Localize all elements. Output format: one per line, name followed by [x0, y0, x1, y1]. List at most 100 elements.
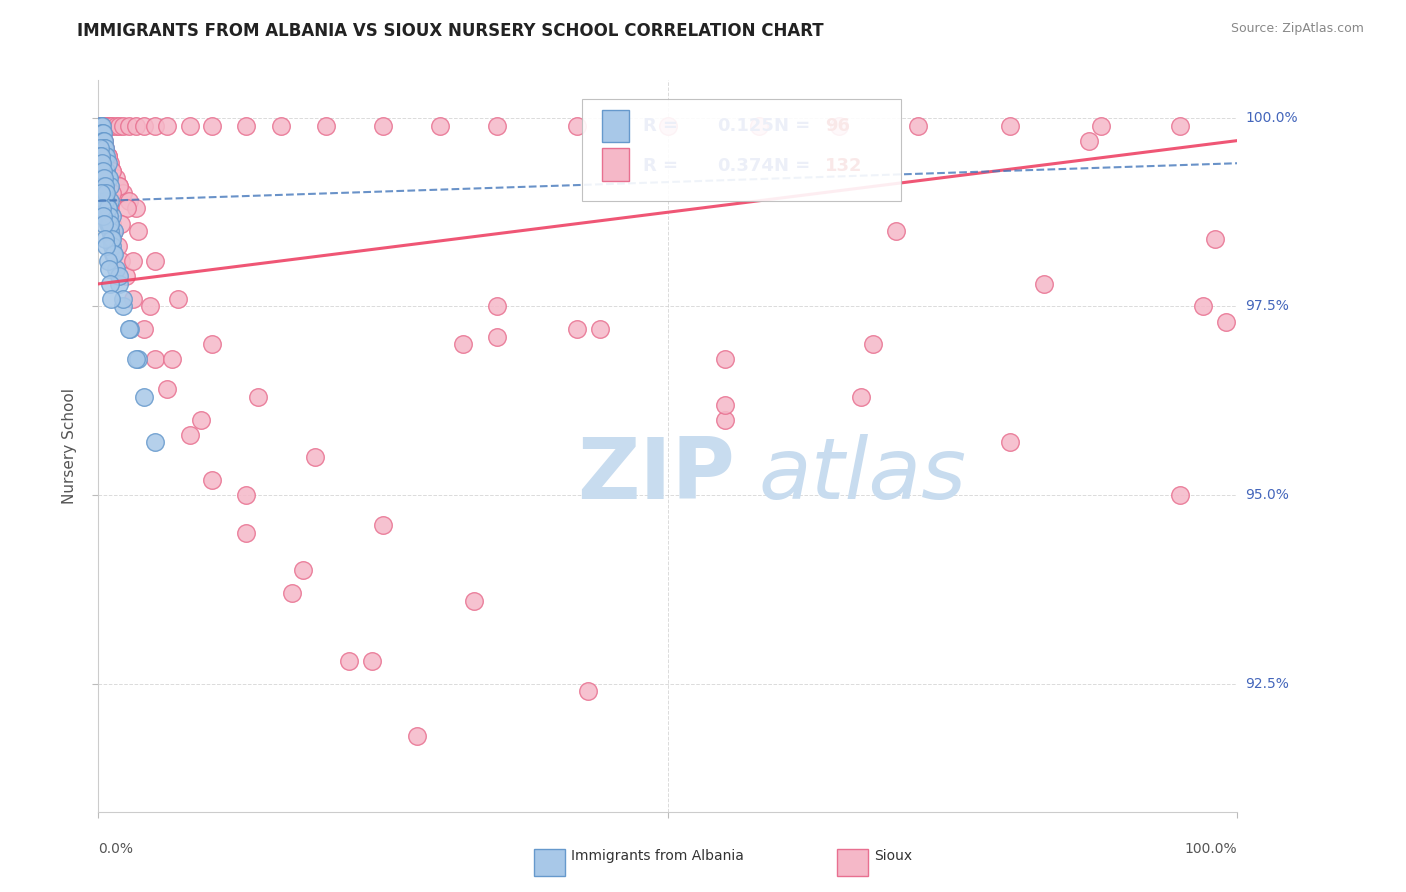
- Text: 92.5%: 92.5%: [1246, 676, 1289, 690]
- Point: [90, 171, 112, 186]
- Point: [107, 239, 129, 253]
- Point: [120, 322, 142, 336]
- Point: [486, 329, 509, 343]
- Point: [108, 178, 131, 193]
- Point: [96, 163, 118, 178]
- Point: [156, 383, 179, 397]
- Point: [98, 194, 121, 208]
- FancyBboxPatch shape: [582, 99, 901, 201]
- Point: [96, 202, 118, 216]
- Point: [565, 119, 588, 133]
- Point: [90, 149, 112, 163]
- Text: R =: R =: [643, 118, 685, 136]
- Point: [98, 217, 121, 231]
- Point: [103, 224, 125, 238]
- Point: [714, 352, 737, 367]
- Point: [90, 119, 112, 133]
- Point: [93, 119, 115, 133]
- Point: [89, 126, 111, 140]
- Point: [576, 684, 599, 698]
- Point: [748, 119, 770, 133]
- Point: [97, 217, 120, 231]
- Point: [162, 352, 184, 367]
- Point: [1090, 119, 1112, 133]
- Point: [246, 390, 269, 404]
- Point: [93, 149, 115, 163]
- Point: [114, 269, 136, 284]
- Point: [90, 134, 112, 148]
- Point: [281, 586, 304, 600]
- Point: [127, 352, 149, 367]
- Point: [101, 239, 124, 253]
- Point: [486, 300, 509, 314]
- Point: [862, 337, 884, 351]
- Point: [96, 156, 118, 170]
- Point: [451, 337, 474, 351]
- Point: [96, 239, 118, 253]
- Point: [127, 224, 149, 238]
- Point: [132, 390, 155, 404]
- Point: [91, 141, 114, 155]
- Point: [156, 119, 179, 133]
- Point: [1215, 315, 1237, 329]
- Point: [103, 224, 125, 238]
- Point: [201, 337, 224, 351]
- Point: [138, 300, 160, 314]
- Point: [907, 119, 929, 133]
- Point: [101, 232, 124, 246]
- Point: [98, 224, 121, 238]
- Point: [118, 119, 141, 133]
- Point: [1032, 277, 1054, 291]
- Point: [90, 163, 112, 178]
- Point: [96, 119, 118, 133]
- Point: [94, 141, 117, 155]
- Point: [132, 119, 155, 133]
- Point: [93, 141, 115, 155]
- Point: [93, 186, 115, 201]
- Point: [90, 119, 112, 133]
- Point: [103, 246, 125, 260]
- Point: [110, 254, 132, 268]
- Point: [588, 322, 610, 336]
- Text: N =: N =: [773, 118, 817, 136]
- Text: ZIP: ZIP: [576, 434, 734, 516]
- Point: [101, 217, 124, 231]
- Point: [103, 246, 125, 260]
- Point: [167, 292, 190, 306]
- Point: [94, 202, 117, 216]
- Point: [201, 473, 224, 487]
- Point: [101, 163, 124, 178]
- Point: [90, 126, 112, 140]
- Point: [657, 119, 679, 133]
- Y-axis label: Nursery School: Nursery School: [62, 388, 77, 504]
- Text: 0.125: 0.125: [717, 118, 773, 136]
- Point: [101, 209, 124, 223]
- Text: Source: ZipAtlas.com: Source: ZipAtlas.com: [1230, 22, 1364, 36]
- Point: [851, 390, 873, 404]
- Point: [94, 119, 117, 133]
- Point: [304, 450, 326, 465]
- Point: [89, 149, 111, 163]
- Point: [89, 134, 111, 148]
- Text: IMMIGRANTS FROM ALBANIA VS SIOUX NURSERY SCHOOL CORRELATION CHART: IMMIGRANTS FROM ALBANIA VS SIOUX NURSERY…: [77, 22, 824, 40]
- Point: [90, 141, 112, 155]
- Point: [97, 194, 120, 208]
- Point: [998, 119, 1021, 133]
- Point: [96, 163, 118, 178]
- Point: [89, 119, 111, 133]
- Point: [96, 194, 118, 208]
- Point: [429, 119, 451, 133]
- Point: [97, 261, 120, 276]
- Point: [108, 277, 131, 291]
- Point: [337, 654, 360, 668]
- Point: [96, 186, 118, 201]
- Point: [93, 141, 115, 155]
- Text: N =: N =: [773, 157, 817, 175]
- Text: 96: 96: [825, 118, 851, 136]
- Point: [884, 224, 907, 238]
- Point: [98, 202, 121, 216]
- Point: [91, 141, 114, 155]
- Point: [96, 171, 118, 186]
- Point: [96, 254, 118, 268]
- Point: [145, 119, 167, 133]
